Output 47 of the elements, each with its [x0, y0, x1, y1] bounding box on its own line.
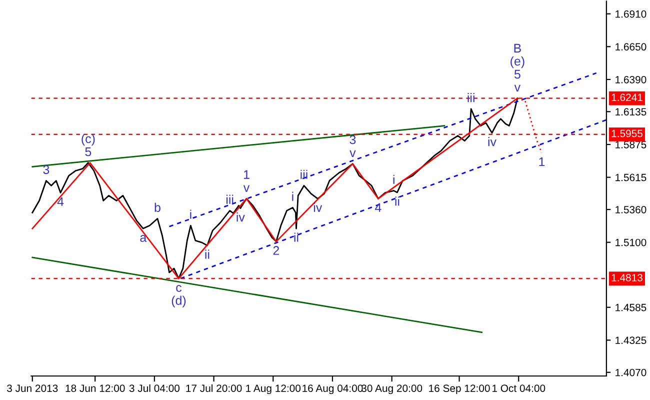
annotation: iii — [468, 93, 474, 102]
x-tick-label: 1 Oct 04:00 — [492, 384, 546, 392]
annotation: a — [140, 235, 147, 242]
y-tick-label: 1.4070 — [616, 368, 646, 376]
annotation: 3 — [43, 165, 50, 174]
annotation: 3 v — [350, 135, 356, 158]
annotation: i — [292, 192, 294, 201]
x-tick-label: 16 Sep 12:00 — [429, 384, 490, 394]
annotation: i — [393, 174, 394, 184]
x-tick-label: 30 Aug 20:00 — [362, 384, 422, 394]
x-tick-label: 16 Aug 04:00 — [302, 384, 363, 394]
y-tick-label: 1.5360 — [616, 206, 646, 214]
y-tick-label: 1.6910 — [616, 10, 646, 18]
annotation: iv — [488, 137, 496, 146]
annotation: c (d) — [172, 285, 186, 308]
y-tick-label: 1.5875 — [616, 140, 646, 148]
y-tick-label: 1.4585 — [616, 304, 646, 312]
annotation: ii — [395, 196, 400, 206]
annotation: iv — [236, 212, 245, 222]
annotation: iv — [314, 202, 322, 212]
x-tick-label: 3 Jul 04:00 — [129, 384, 180, 392]
annotation: iii — [226, 194, 234, 204]
x-tick-label: 17 Jul 20:00 — [186, 384, 242, 392]
y-tick-label: 1.6650 — [616, 43, 646, 51]
annotation: ii — [294, 232, 298, 242]
ref-line-label: 1.6241 — [612, 94, 642, 102]
annotation: ii — [205, 250, 210, 259]
annotation: iii — [300, 170, 308, 179]
y-tick-label: 1.5100 — [616, 238, 646, 246]
y-tick-label: 1.4325 — [616, 336, 646, 344]
annotation: b — [154, 202, 160, 212]
annotation: 4 — [57, 197, 64, 206]
annotation: (c) 5 — [82, 134, 95, 156]
y-tick-label: 1.5615 — [616, 174, 646, 182]
annotation: 1 — [539, 157, 545, 166]
y-tick-label: 1.6390 — [616, 76, 646, 84]
x-tick-label: 1 Aug 12:00 — [246, 384, 301, 394]
x-tick-label: 3 Jun 2013 — [7, 384, 58, 392]
annotation: 1 v — [243, 170, 250, 192]
annotation: 4 — [374, 203, 382, 212]
annotation: B (e) 5 v — [510, 44, 524, 92]
x-tick-label: 18 Jun 12:00 — [66, 384, 125, 392]
ref-line-label: 1.4813 — [612, 274, 642, 282]
annotation: i — [190, 210, 192, 219]
annotation: 2 — [273, 246, 280, 255]
y-tick-label: 1.6135 — [616, 108, 646, 116]
ref-line-label: 1.5955 — [612, 130, 642, 138]
